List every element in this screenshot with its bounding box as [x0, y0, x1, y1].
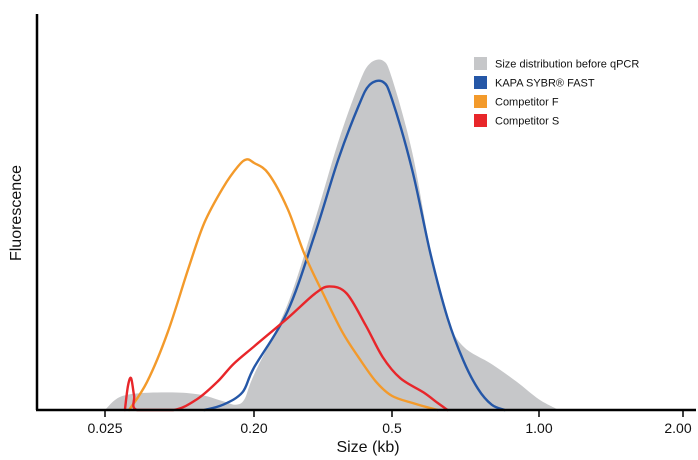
series-competitor-f — [127, 158, 439, 412]
legend-label-competitor-f: Competitor F — [495, 97, 559, 109]
legend-swatch-size-distribution-before-qpcr — [474, 57, 487, 70]
x-tick-label: 2.00 — [664, 420, 691, 436]
series-competitor-s — [123, 285, 449, 412]
x-tick-layer: 0.025 0.20 0.5 1.00 2.00 — [87, 410, 692, 436]
series-layer — [105, 59, 559, 412]
series-kapa-sybr-fast — [203, 79, 506, 412]
x-axis-title: Size (kb) — [336, 439, 399, 456]
x-tick-label: 0.5 — [382, 420, 402, 436]
legend-label-kapa-sybr-fast: KAPA SYBR® FAST — [495, 78, 595, 90]
x-tick-label: 0.025 — [87, 420, 122, 436]
legend: Size distribution before qPCR KAPA SYBR® … — [474, 57, 639, 128]
series-size-distribution-before-qpcr — [105, 59, 559, 411]
legend-label-competitor-s: Competitor S — [495, 116, 559, 128]
y-axis-title: Fluorescence — [8, 165, 25, 261]
legend-swatch-competitor-f — [474, 95, 487, 108]
x-tick-label: 0.20 — [240, 420, 267, 436]
legend-swatch-competitor-s — [474, 114, 487, 127]
legend-swatch-kapa-sybr-fast — [474, 76, 487, 89]
legend-label-size-distribution-before-qpcr: Size distribution before qPCR — [495, 59, 639, 71]
x-tick-label: 1.00 — [525, 420, 552, 436]
